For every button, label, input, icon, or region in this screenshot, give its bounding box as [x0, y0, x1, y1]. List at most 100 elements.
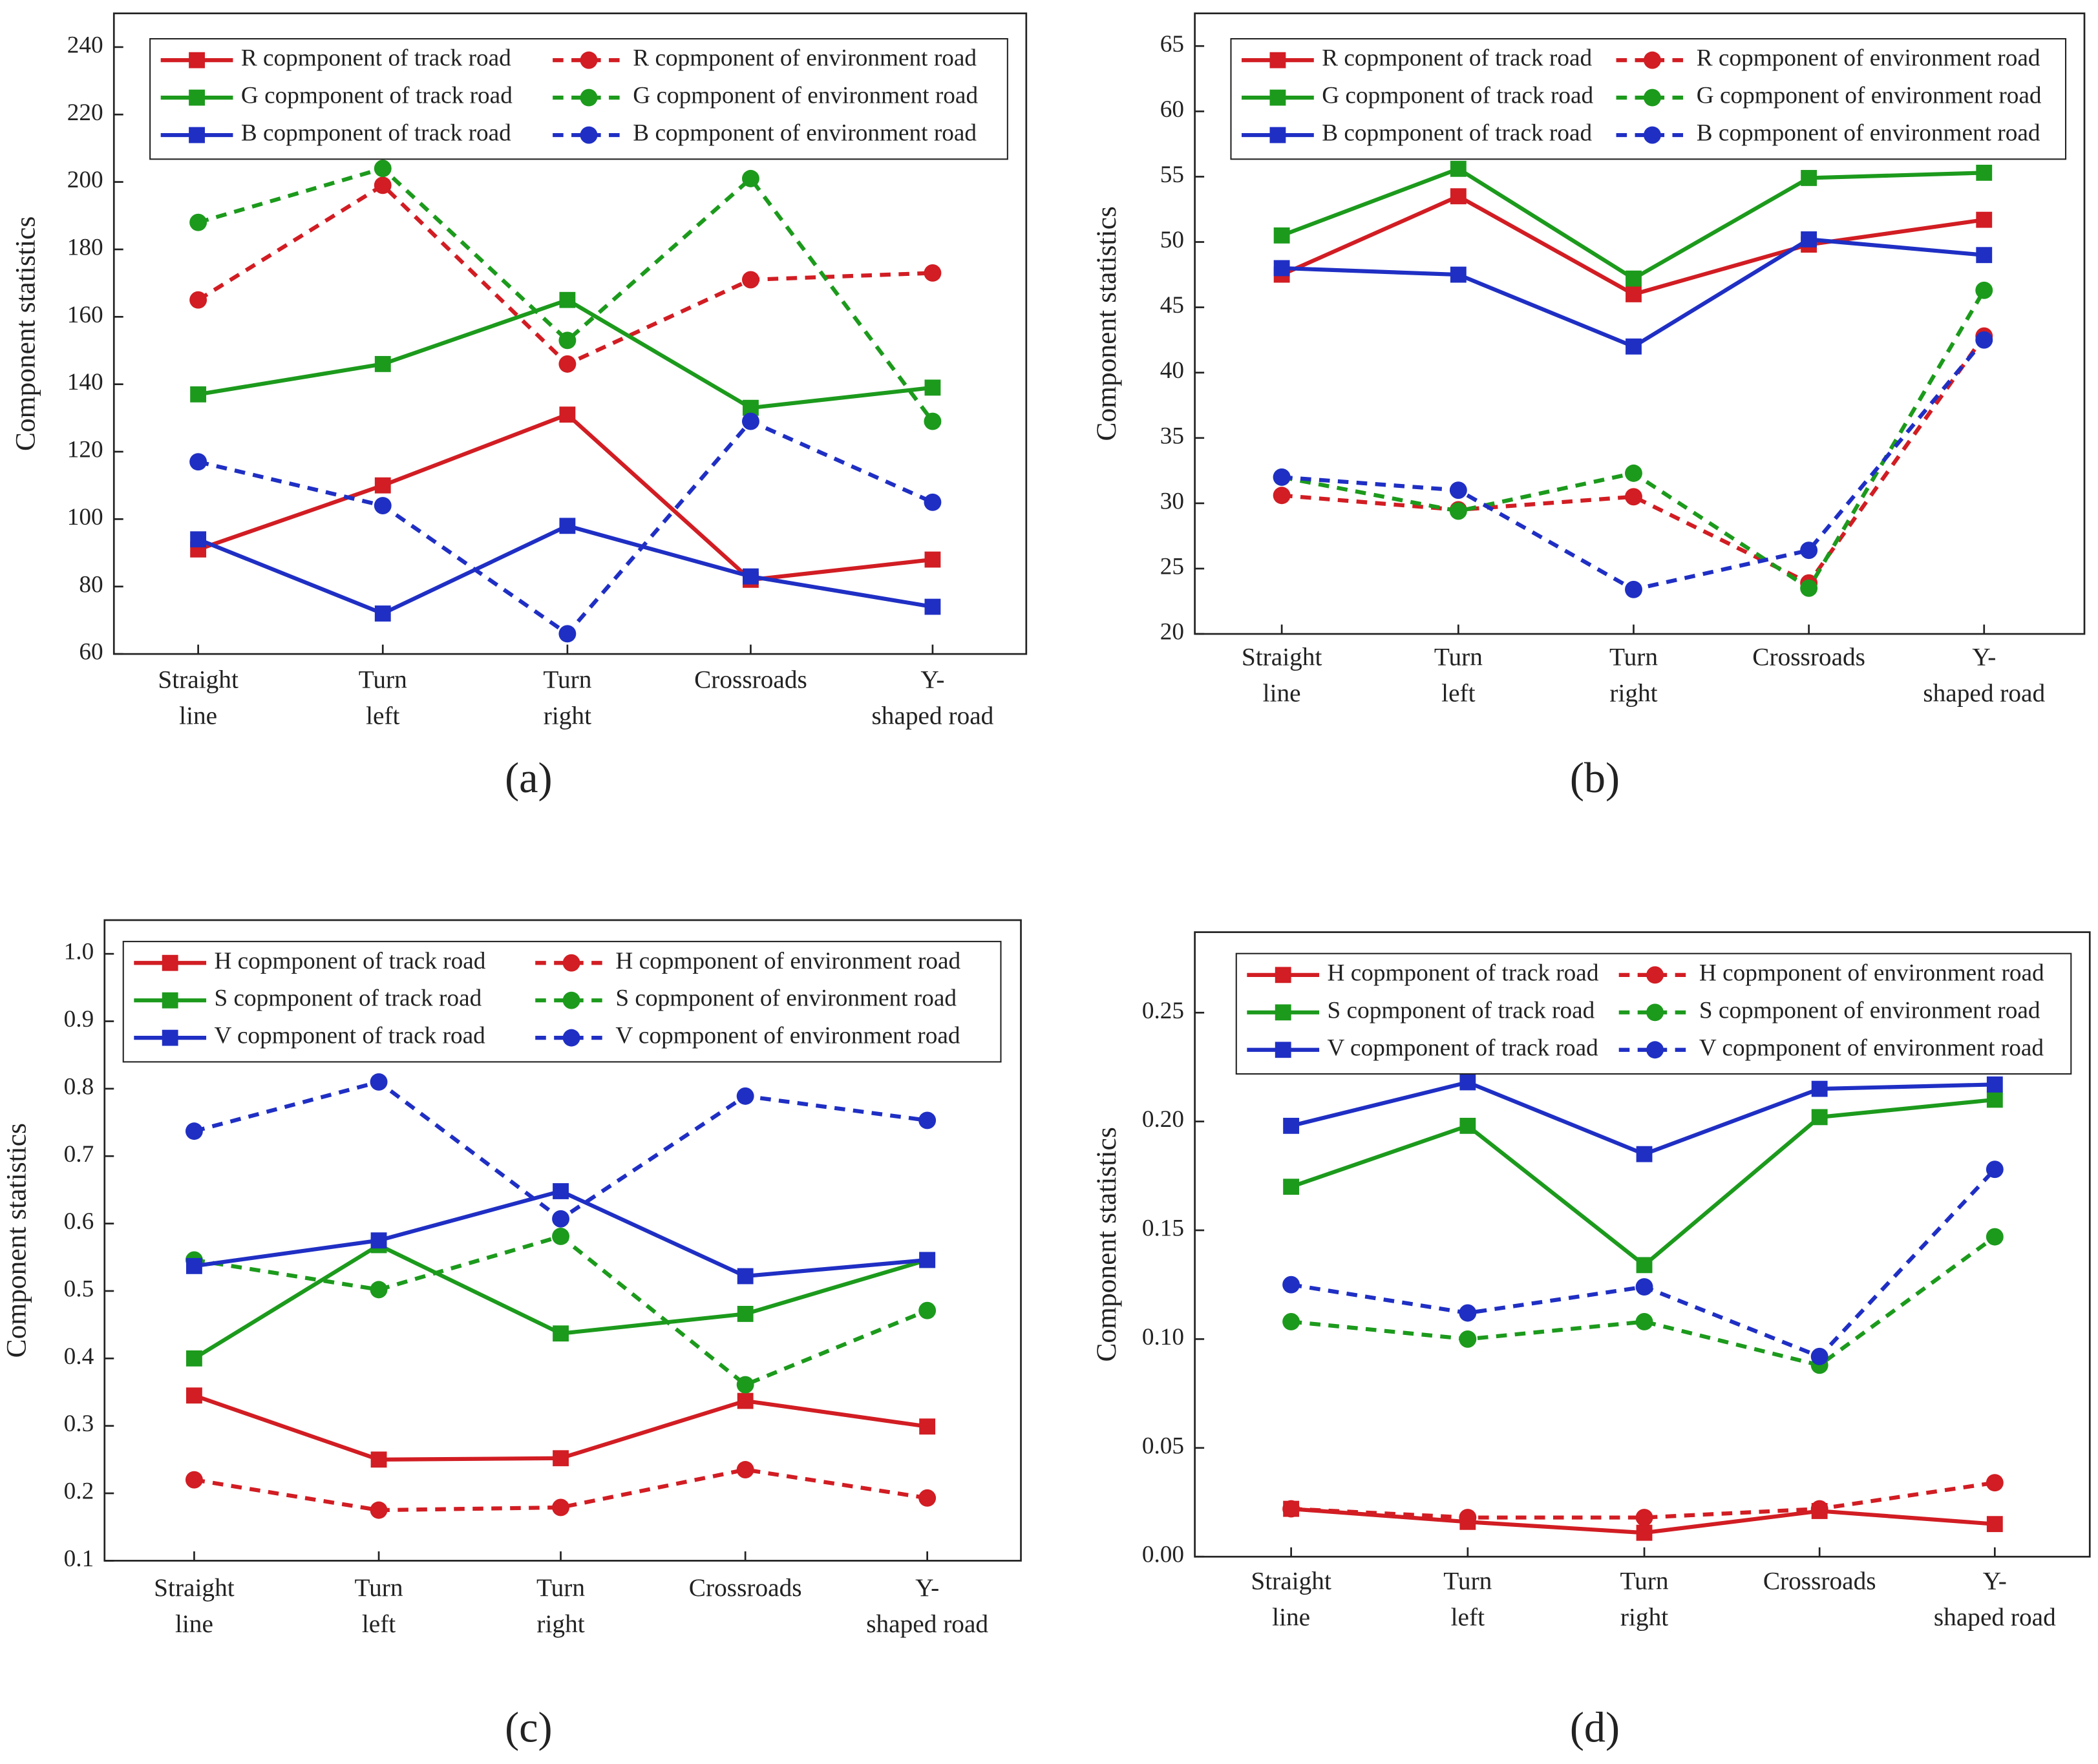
- marker: [1810, 1347, 1828, 1365]
- y-tick-label: 65: [1160, 31, 1184, 58]
- marker: [1625, 464, 1642, 482]
- legend-label: H copmponent of track road: [214, 948, 485, 974]
- x-tick-label: left: [362, 1610, 396, 1638]
- series-line: [197, 166, 935, 423]
- y-tick-label: 100: [67, 504, 103, 530]
- x-tick-label: Y-: [920, 666, 944, 694]
- marker: [1975, 331, 1993, 349]
- legend-label: S copmponent of track road: [1328, 997, 1595, 1024]
- x-tick-label: Crossroads: [694, 666, 807, 694]
- marker: [1450, 266, 1467, 283]
- marker: [190, 531, 207, 548]
- y-tick-label: 0.3: [64, 1411, 94, 1437]
- plot-frame: [112, 12, 1028, 655]
- y-tick-label: 0.4: [64, 1343, 94, 1370]
- series-line: [193, 1467, 928, 1513]
- marker: [1459, 1509, 1477, 1527]
- marker: [1811, 1109, 1828, 1126]
- marker: [924, 551, 941, 568]
- panel-label: (b): [1570, 755, 1620, 802]
- y-tick-label: 60: [1160, 96, 1184, 123]
- marker: [1273, 468, 1291, 486]
- marker: [558, 355, 577, 373]
- x-tick-label: line: [1272, 1602, 1310, 1631]
- x-tick-label: Straight: [158, 666, 238, 694]
- y-axis-label: Component statistics: [1091, 1127, 1122, 1361]
- x-tick-label: shaped road: [872, 701, 994, 730]
- marker: [1986, 1076, 2003, 1093]
- legend-label: R copmponent of track road: [1322, 45, 1592, 72]
- x-tick-label: line: [175, 1610, 213, 1638]
- legend-marker: [580, 126, 598, 144]
- marker: [1801, 170, 1817, 186]
- marker: [552, 1498, 569, 1517]
- marker: [374, 176, 392, 194]
- marker: [737, 1306, 754, 1322]
- marker: [186, 1387, 202, 1404]
- legend-marker: [1275, 1042, 1291, 1058]
- y-tick-label: 20: [1160, 619, 1184, 646]
- marker: [1636, 1257, 1653, 1274]
- legend-marker: [580, 51, 598, 69]
- panel-label: (c): [505, 1705, 553, 1752]
- marker: [1459, 1304, 1477, 1322]
- legend-marker: [1644, 89, 1661, 107]
- marker: [374, 605, 391, 622]
- series-line: [1290, 1097, 1995, 1268]
- marker: [1450, 188, 1467, 205]
- legend-marker: [1644, 126, 1661, 144]
- x-tick-label: Crossroads: [689, 1573, 802, 1602]
- legend-label: G copmponent of track road: [1322, 83, 1593, 109]
- series-line: [193, 1393, 928, 1462]
- y-tick-label: 140: [67, 369, 103, 395]
- marker: [1449, 502, 1467, 520]
- series-line: [198, 297, 933, 410]
- marker: [374, 497, 392, 514]
- x-tick-label: Turn: [355, 1573, 403, 1602]
- panel-label: (d): [1570, 1705, 1620, 1752]
- marker: [190, 386, 207, 403]
- marker: [186, 1350, 202, 1367]
- marker: [1282, 1276, 1300, 1294]
- marker: [374, 160, 392, 178]
- marker: [1986, 1091, 2003, 1108]
- y-tick-label: 0.7: [64, 1141, 94, 1168]
- legend-marker: [189, 127, 205, 143]
- marker: [1282, 1313, 1300, 1330]
- legend-marker: [1269, 89, 1286, 106]
- y-tick-label: 50: [1160, 227, 1184, 253]
- marker: [741, 412, 759, 430]
- marker: [919, 1252, 936, 1268]
- plot-frame: [1194, 931, 2091, 1558]
- series-line: [1290, 1080, 1995, 1157]
- marker: [1635, 1509, 1653, 1527]
- y-axis-label: Component statistics: [10, 216, 41, 451]
- marker: [1986, 1516, 2003, 1533]
- plot-frame: [1194, 12, 2086, 635]
- marker: [1976, 211, 1993, 228]
- legend-label: R copmponent of environment road: [1697, 45, 2040, 72]
- y-tick-label: 0.25: [1142, 998, 1184, 1024]
- marker: [374, 477, 391, 494]
- y-tick-label: 0.9: [64, 1006, 94, 1033]
- x-tick-label: right: [544, 701, 591, 730]
- legend-label: G copmponent of track road: [241, 83, 513, 109]
- y-axis-label: Component statistics: [1091, 206, 1122, 441]
- marker: [924, 264, 942, 282]
- marker: [370, 1281, 388, 1299]
- x-tick-label: Turn: [1434, 642, 1483, 671]
- y-tick-label: 0.15: [1142, 1215, 1184, 1242]
- x-tick-label: Straight: [154, 1573, 235, 1602]
- y-tick-label: 200: [67, 167, 103, 193]
- legend-label: V copmponent of environment road: [1699, 1034, 2044, 1061]
- marker: [736, 1087, 754, 1105]
- marker: [1810, 1500, 1828, 1518]
- marker: [370, 1232, 387, 1249]
- series-line: [1281, 289, 1986, 591]
- y-tick-label: 160: [67, 302, 103, 328]
- marker: [558, 331, 577, 350]
- marker: [1800, 541, 1818, 560]
- legend-label: G copmponent of environment road: [633, 83, 978, 109]
- legend-label: B copmponent of environment road: [1697, 120, 2040, 147]
